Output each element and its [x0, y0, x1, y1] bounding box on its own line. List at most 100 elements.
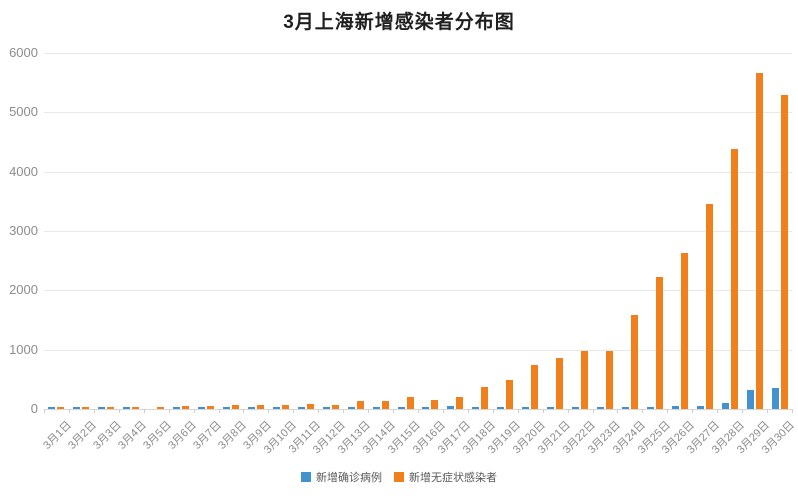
- x-axis-tick: [193, 409, 195, 413]
- x-axis-tick: [667, 409, 669, 413]
- confirmed-bar-3月25日: [646, 406, 654, 409]
- confirmed-bar-3月17日: [447, 405, 455, 409]
- asymptomatic-bar-3月10日: [281, 405, 289, 409]
- y-tick-label: 0: [30, 401, 38, 416]
- confirmed-bar-3月21日: [547, 407, 555, 409]
- y-tick-label: 1000: [9, 341, 38, 357]
- x-axis-tick: [168, 409, 170, 413]
- confirmed-bar-3月20日: [522, 407, 530, 409]
- plot-area: 0 1000 2000 3000 4000 5000 6000 3月1日 3月2日 3月3日 3月4…: [9, 45, 797, 456]
- confirmed-bar-3月3日: [98, 407, 106, 409]
- confirmed-bar-3月2日: [73, 407, 81, 409]
- confirmed-bar-3月14日: [372, 407, 380, 409]
- gridline: [44, 53, 792, 54]
- asymptomatic-bar-3月24日: [630, 315, 638, 409]
- chart-title: 3月上海新增感染者分布图: [283, 12, 515, 33]
- asymptomatic-bar-3月27日: [705, 204, 713, 409]
- legend: 新增确诊病例 新增无症状感染者: [0, 469, 798, 485]
- confirmed-bar-3月9日: [247, 407, 255, 409]
- asymptomatic-bar-3月29日: [755, 73, 763, 409]
- x-axis-tick: [218, 409, 220, 413]
- confirmed-bar-3月8日: [223, 407, 230, 409]
- confirmed-bar-3月19日: [497, 407, 505, 409]
- asymptomatic-bar-3月16日: [431, 400, 439, 409]
- x-axis-tick: [243, 409, 245, 413]
- asymptomatic-bar-3月8日: [232, 405, 239, 409]
- x-axis-tick: [467, 409, 469, 413]
- asymptomatic-bar-3月14日: [381, 401, 389, 409]
- x-axis-tick: [792, 409, 793, 413]
- asymptomatic-bar-3月25日: [655, 276, 663, 409]
- asymptomatic-bar-3月2日: [82, 407, 90, 409]
- asymptomatic-bar-3月9日: [256, 404, 264, 409]
- asymptomatic-bar-3月1日: [57, 407, 65, 409]
- confirmed-bar-3月22日: [572, 407, 580, 409]
- x-axis-tick: [692, 409, 694, 413]
- x-axis-tick: [93, 409, 95, 413]
- asymptomatic-bar-3月13日: [356, 401, 364, 409]
- x-axis-tick: [143, 409, 145, 413]
- asymptomatic-bar-3月7日: [207, 406, 215, 409]
- confirmed-bar-3月7日: [198, 407, 206, 409]
- confirmed-bar-3月1日: [48, 407, 56, 409]
- asymptomatic-bar-3月12日: [331, 405, 339, 409]
- confirmed-bar-3月12日: [322, 407, 330, 409]
- asymptomatic-bar-3月6日: [182, 406, 190, 409]
- gridline: [44, 290, 792, 292]
- x-axis-tick: [642, 409, 644, 413]
- asymptomatic-bar-3月28日: [730, 149, 738, 409]
- asymptomatic-bar-3月19日: [506, 379, 514, 409]
- legend-label-asymptomatic: 新增无症状感染者: [409, 472, 497, 484]
- y-tick-label: 5000: [9, 104, 38, 120]
- asymptomatic-bar-3月26日: [680, 252, 688, 409]
- x-axis-tick: [592, 409, 594, 413]
- confirmed-bar-3月23日: [597, 407, 604, 409]
- asymptomatic-bar-3月17日: [456, 397, 464, 409]
- x-axis-tick: [68, 409, 70, 413]
- confirmed-bar-3月28日: [721, 403, 729, 409]
- gridline: [44, 349, 792, 351]
- confirmed-bar-3月26日: [671, 406, 679, 409]
- asymptomatic-bar-3月11日: [306, 404, 314, 409]
- confirmed-bar-3月6日: [173, 407, 181, 409]
- x-axis-tick: [44, 409, 45, 413]
- confirmed-bar-3月30日: [771, 387, 779, 409]
- x-axis-tick: [343, 409, 345, 413]
- asymptomatic-bar-3月21日: [556, 357, 564, 409]
- asymptomatic-bar-3月3日: [107, 407, 115, 409]
- x-axis-tick: [293, 409, 295, 413]
- x-axis-tick: [567, 409, 569, 413]
- y-tick-label: 4000: [9, 163, 38, 179]
- legend-item-asymptomatic: 新增无症状感染者: [394, 469, 497, 485]
- x-axis-tick: [492, 409, 494, 413]
- confirmed-bar-3月4日: [123, 407, 131, 409]
- asymptomatic-bar-3月15日: [406, 397, 414, 409]
- confirmed-bar-3月13日: [347, 406, 355, 409]
- x-axis-tick: [517, 409, 519, 413]
- x-axis-tick: [617, 409, 619, 413]
- x-axis-tick: [268, 409, 270, 413]
- asymptomatic-bar-3月30日: [780, 94, 788, 409]
- y-tick-label: 2000: [9, 282, 38, 298]
- x-axis-tick: [742, 409, 744, 413]
- asymptomatic-bar-3月22日: [581, 351, 589, 409]
- confirmed-bar-3月24日: [621, 407, 629, 409]
- x-axis-tick: [318, 409, 320, 413]
- confirmed-bar-3月27日: [696, 406, 704, 409]
- confirmed-series-swatch-icon: [301, 472, 311, 482]
- asymptomatic-bar-3月18日: [481, 387, 489, 409]
- legend-label-confirmed: 新增确诊病例: [316, 472, 382, 484]
- asymptomatic-bar-3月4日: [132, 407, 140, 409]
- x-axis-tick: [118, 409, 120, 413]
- gridline: [44, 171, 792, 173]
- x-axis-tick: [368, 409, 370, 413]
- confirmed-bar-3月18日: [472, 407, 480, 409]
- y-tick-label: 3000: [9, 223, 38, 238]
- x-axis-tick: [542, 409, 544, 413]
- x-axis-tick: [418, 409, 419, 413]
- asymptomatic-bar-3月23日: [606, 350, 613, 409]
- x-axis-tick: [767, 409, 769, 413]
- asymptomatic-bar-3月20日: [531, 365, 539, 409]
- confirmed-bar-3月15日: [397, 407, 405, 409]
